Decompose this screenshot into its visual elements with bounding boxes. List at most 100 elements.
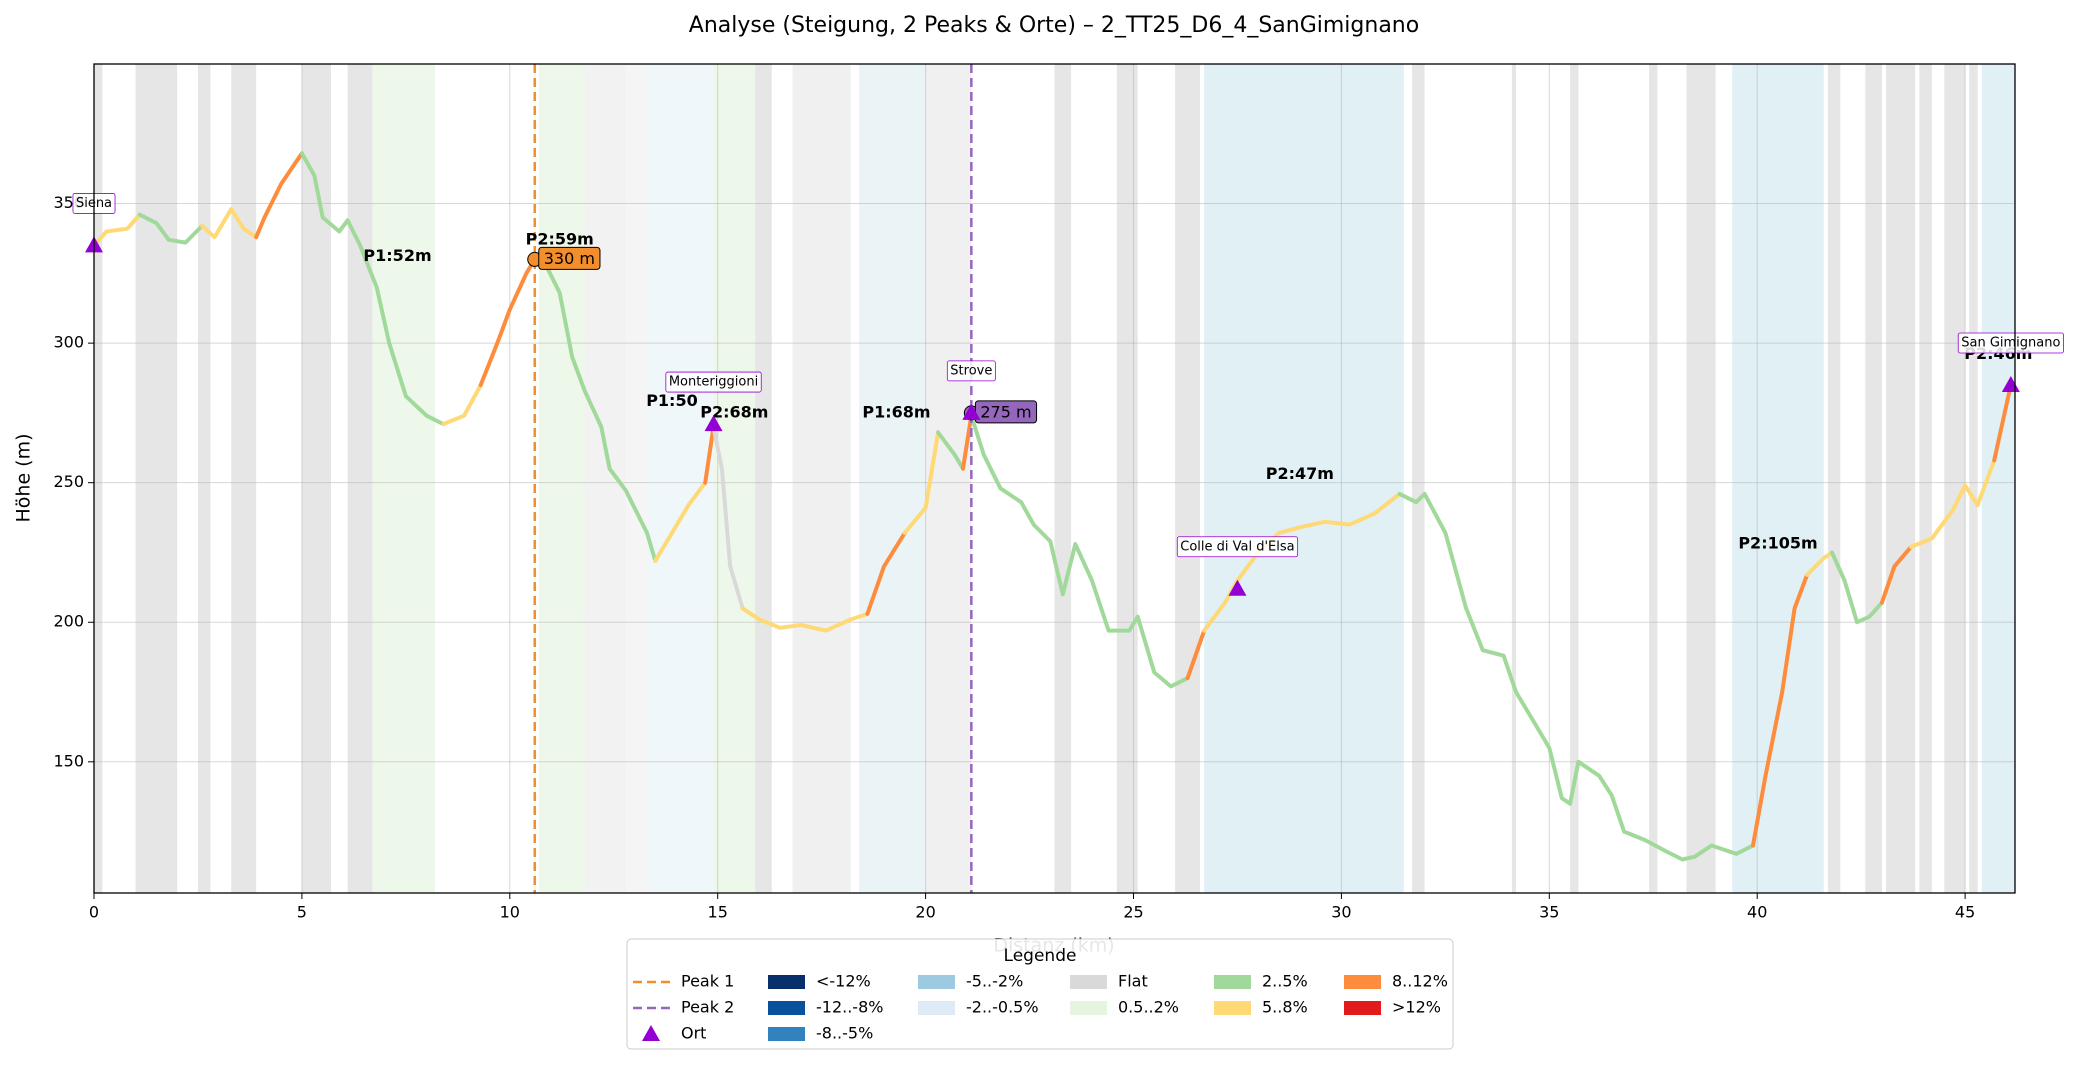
chart-title: Analyse (Steigung, 2 Peaks & Orte) – 2_T… [689,13,1419,38]
profile-segment [711,424,745,611]
grade-span [647,64,714,893]
grade-span [135,64,178,893]
legend-label: -5..-2% [966,972,1023,991]
profile-segment [961,413,974,471]
profile-segment [1830,550,1884,625]
x-tick-label: 35 [1539,903,1559,922]
legend-handle [918,1001,955,1015]
legend-handle [1344,1001,1381,1015]
legend-label: 0.5..2% [1118,998,1179,1017]
grade-span [372,64,435,893]
profile-segment [1879,544,1913,605]
place-label: Colle di Val d'Elsa [1180,539,1294,554]
profile-segment [92,212,142,248]
x-tick-label: 0 [89,903,99,922]
profile-segment [299,151,446,427]
legend-label: Peak 2 [681,998,734,1017]
profile-segment [1805,550,1834,577]
profile-segment [902,430,941,535]
legend-handle [1070,1001,1107,1015]
grade-span [755,64,772,893]
profile-segment [865,530,907,616]
grade-span [1919,64,1932,893]
legend-box [626,938,1454,1050]
profile-segment [441,383,483,427]
grade-span [1732,64,1824,893]
y-tick-label: 150 [53,751,84,770]
y-axis-label: Höhe (m) [13,433,35,522]
profile-segment [653,480,708,563]
climb-label: P2:68m [700,402,768,421]
x-tick-label: 5 [297,903,307,922]
climb-label: P1:52m [363,246,431,265]
grade-span [301,64,332,893]
grade-span [1865,64,1882,893]
place-label-box [665,371,762,393]
y-tick-label: 300 [53,333,84,352]
legend-title: Legende [1004,946,1077,966]
profile-segment [1751,572,1810,848]
legend-label: >12% [1392,998,1441,1017]
x-tick-label: 15 [708,903,728,922]
profile-segment [254,151,304,240]
legend-label: -8..-5% [816,1024,873,1043]
place-marker [962,403,981,420]
grade-span [1204,64,1404,893]
climb-label: P2:105m [1738,534,1817,553]
grade-span [347,64,373,893]
grade-span [713,64,756,893]
place-marker [1228,579,1247,596]
peak-value-label: 275 m [980,402,1031,421]
x-tick-label: 40 [1747,903,1767,922]
profile-segment [703,424,716,485]
profile-segment [137,212,205,245]
legend-label: Ort [681,1024,706,1043]
grade-span [1175,64,1201,893]
grade-span [1969,64,1978,893]
grade-span [584,64,627,893]
grade-span [94,64,103,893]
grade-span [1054,64,1072,893]
place-label: Strove [950,363,992,378]
legend-label: Peak 1 [681,972,734,991]
grade-span [1649,64,1658,893]
legend-label: 5..8% [1262,998,1308,1017]
legend-label: 8..12% [1392,972,1448,991]
climb-label: P2:59m [526,229,594,248]
profile-segment [1909,458,1997,549]
grade-span [626,64,648,893]
legend-handle [642,1025,660,1041]
grade-span [925,64,972,893]
grade-span [197,64,211,893]
legend-label: <-12% [816,972,871,991]
place-label-box [946,360,996,382]
profile-segment [1992,383,2013,463]
climb-label: P1:68m [862,402,930,421]
place-label: San Gimignano [1961,335,2060,350]
legend-label: -2..-0.5% [966,998,1039,1017]
grade-span [1412,64,1425,893]
place-label-box [1957,332,2064,354]
x-tick-label: 25 [1123,903,1143,922]
grade-span [1827,64,1841,893]
grade-span [538,64,585,893]
x-tick-label: 45 [1955,903,1975,922]
place-label-box [1176,536,1299,558]
profile-segment [1185,628,1207,681]
grade-span [1570,64,1579,893]
legend-handle [768,1027,805,1041]
grade-span [1116,64,1138,893]
grade-span [1686,64,1716,893]
grade-span [1511,64,1517,893]
legend-handle [768,975,805,989]
y-tick-label: 200 [53,612,84,631]
legend-label: Flat [1118,972,1148,991]
y-tick-label: 250 [53,472,84,491]
climb-label: P1:50 [646,391,698,410]
x-tick-label: 30 [1331,903,1351,922]
profile-segment [478,257,537,387]
plot-frame [93,63,2016,894]
grade-span [859,64,926,893]
